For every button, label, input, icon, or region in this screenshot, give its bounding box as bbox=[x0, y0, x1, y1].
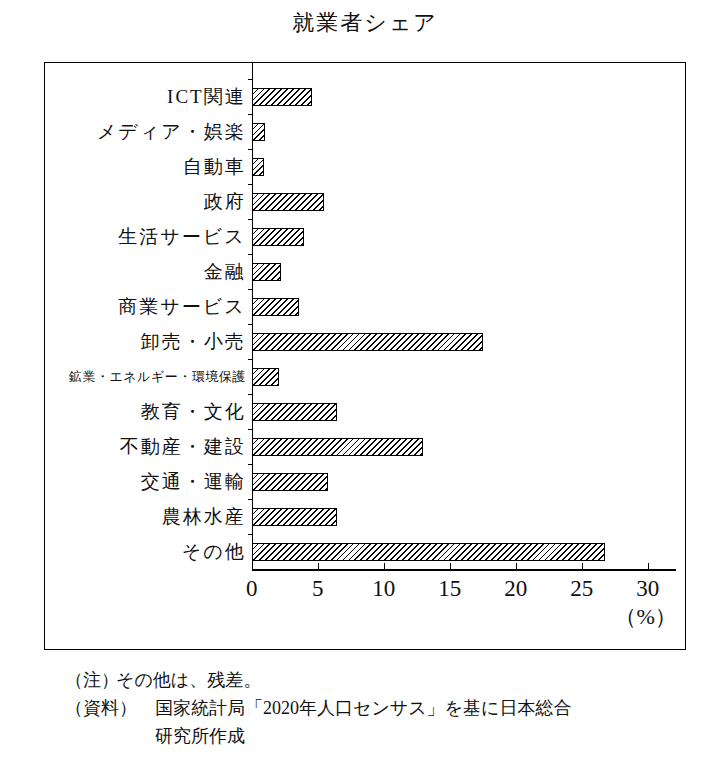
category-label: 政府 bbox=[45, 190, 246, 214]
x-tick-label: 20 bbox=[504, 576, 527, 602]
bar bbox=[252, 403, 338, 421]
category-label: 不動産・建設 bbox=[45, 435, 246, 459]
category-label: 鉱業・エネルギー・環境保護 bbox=[45, 365, 246, 389]
chart-frame: ICT関連メディア・娯楽自動車政府生活サービス金融商業サービス卸売・小売鉱業・エ… bbox=[44, 62, 686, 650]
x-axis-tick bbox=[648, 563, 650, 569]
x-tick-label: 0 bbox=[246, 576, 258, 602]
bar bbox=[252, 438, 424, 456]
source-text: 国家統計局「2020年人口センサス」を基に日本総合 bbox=[155, 696, 572, 720]
x-axis-tick bbox=[318, 563, 320, 569]
bar bbox=[252, 298, 300, 316]
category-label: その他 bbox=[45, 540, 246, 564]
bar bbox=[252, 158, 264, 176]
note-text: その他は、残差。 bbox=[116, 668, 261, 692]
chart-title: 就業者シェア bbox=[6, 8, 718, 38]
category-label: 交通・運輸 bbox=[45, 470, 246, 494]
bar bbox=[252, 333, 483, 351]
x-axis-tick bbox=[384, 563, 386, 569]
category-label: ICT関連 bbox=[45, 85, 246, 109]
bar bbox=[252, 508, 338, 526]
bar bbox=[252, 88, 313, 106]
x-axis-line bbox=[252, 569, 676, 571]
x-tick-label: 5 bbox=[312, 576, 324, 602]
x-axis-tick bbox=[252, 563, 254, 569]
category-label: 商業サービス bbox=[45, 295, 246, 319]
x-axis-tick bbox=[516, 563, 518, 569]
category-label: 生活サービス bbox=[45, 225, 246, 249]
bar bbox=[252, 228, 305, 246]
category-label: 自動車 bbox=[45, 155, 246, 179]
x-tick-label: 10 bbox=[372, 576, 395, 602]
bar bbox=[252, 543, 606, 561]
bar bbox=[252, 263, 281, 281]
bar bbox=[252, 368, 280, 386]
bar bbox=[252, 473, 329, 491]
category-label: 卸売・小売 bbox=[45, 330, 246, 354]
plot-area: ICT関連メディア・娯楽自動車政府生活サービス金融商業サービス卸売・小売鉱業・エ… bbox=[45, 63, 685, 649]
category-label: 農林水産 bbox=[45, 505, 246, 529]
source-text-continuation: 研究所作成 bbox=[155, 724, 245, 748]
x-tick-label: 25 bbox=[570, 576, 593, 602]
x-axis-unit-label: （%） bbox=[615, 602, 677, 632]
note-label: （注） bbox=[65, 668, 119, 692]
category-label: 金融 bbox=[45, 260, 246, 284]
bar bbox=[252, 193, 325, 211]
source-label: （資料） bbox=[65, 696, 137, 720]
category-label: 教育・文化 bbox=[45, 400, 246, 424]
x-axis-tick bbox=[450, 563, 452, 569]
x-tick-label: 30 bbox=[636, 576, 659, 602]
category-label: メディア・娯楽 bbox=[45, 120, 246, 144]
x-axis-tick bbox=[582, 563, 584, 569]
y-axis-line bbox=[252, 63, 254, 569]
bar bbox=[252, 123, 265, 141]
x-tick-label: 15 bbox=[438, 576, 461, 602]
